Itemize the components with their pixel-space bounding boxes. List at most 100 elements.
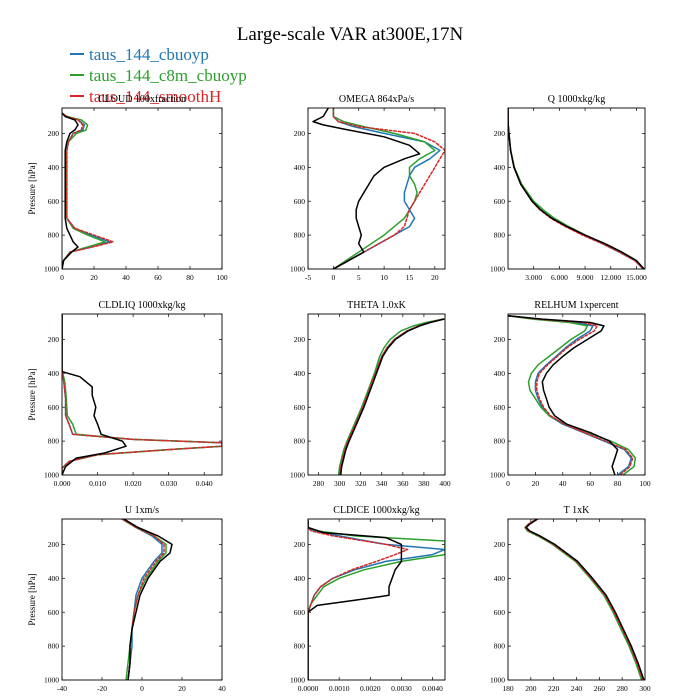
x-tick-label: 380: [418, 479, 430, 488]
x-tick-label: 0.010: [89, 479, 106, 488]
y-tick-label: 800: [494, 231, 506, 240]
x-tick-label: 0: [140, 684, 144, 693]
y-axis-label: Pressure [hPa]: [27, 368, 37, 420]
x-tick-label: -40: [57, 684, 67, 693]
x-tick-label: 300: [334, 479, 346, 488]
y-tick-label: 800: [494, 437, 506, 446]
x-tick-label: 15: [406, 273, 414, 282]
y-tick-label: 800: [48, 437, 60, 446]
series-line-3: [123, 519, 173, 680]
y-tick-label: 800: [294, 437, 306, 446]
y-tick-label: 1000: [490, 265, 505, 274]
x-tick-label: 10: [380, 273, 388, 282]
y-tick-label: 400: [48, 369, 60, 378]
panel-frame: [61, 518, 223, 681]
x-tick-label: 5: [357, 273, 361, 282]
x-tick-label: 40: [122, 273, 130, 282]
y-tick-label: 600: [48, 608, 60, 617]
y-tick-label: 800: [48, 231, 60, 240]
series-line-0: [508, 108, 645, 269]
panel-frame: [507, 313, 646, 476]
series-line-2: [508, 108, 645, 269]
x-tick-label: 360: [397, 479, 409, 488]
x-tick-label: 0: [60, 273, 64, 282]
y-tick-label: 200: [294, 335, 306, 344]
x-tick-label: 9.000: [577, 273, 594, 282]
x-tick-label: 0.020: [125, 479, 142, 488]
y-tick-label: 400: [294, 574, 306, 583]
y-tick-label: 800: [294, 642, 306, 651]
panel-frame: [61, 313, 223, 476]
y-tick-label: 800: [294, 231, 306, 240]
series-line-1: [337, 318, 444, 475]
y-axis-label: Pressure [hPa]: [27, 573, 37, 625]
legend-label-1: taus_144_c8m_cbuoyp: [89, 66, 247, 85]
panel-2: Q 1000xkg/kg 200 400 600 800 1000 3.000 6.000 9.…: [490, 94, 647, 282]
panel-frame: [307, 518, 446, 681]
y-tick-label: 600: [294, 608, 306, 617]
series-line-1: [62, 314, 222, 475]
panel-0: CLOUD 100xfraction Pressure [hPa] 200 40 0 60…: [27, 94, 228, 282]
series-line-3: [508, 314, 619, 475]
legend-label-2: taus_144_smoothH: [89, 87, 221, 106]
series-line-2: [508, 314, 634, 475]
series-line-1: [308, 519, 445, 680]
y-tick-label: 600: [294, 403, 306, 412]
legend: taus_144_cbuoyp taus_144_c8m_cbuoyp taus…: [70, 45, 247, 106]
x-tick-label: 240: [571, 684, 583, 693]
x-tick-label: 200: [525, 684, 537, 693]
series-line-3: [312, 108, 421, 269]
x-tick-label: 0.0030: [391, 684, 412, 693]
legend-label-0: taus_144_cbuoyp: [89, 45, 209, 64]
panel-frame: [307, 313, 446, 476]
x-tick-label: 400: [439, 479, 451, 488]
x-tick-label: 0.0000: [298, 684, 319, 693]
y-axis-label: Pressure [hPa]: [27, 162, 37, 214]
x-tick-label: 20: [90, 273, 98, 282]
panel-4: THETA 1.0xK 200 400 600 800 1000 280 300 320 340 3…: [290, 300, 451, 488]
series-line-2: [62, 112, 114, 269]
series-line-1: [524, 519, 643, 680]
panel-frame: [507, 107, 646, 270]
x-tick-label: 0.040: [196, 479, 213, 488]
x-tick-label: 180: [502, 684, 514, 693]
x-tick-label: -20: [97, 684, 107, 693]
panel-title: OMEGA 864xPa/s: [339, 94, 414, 105]
panel-title: CLDLIQ 1000xkg/kg: [99, 300, 186, 311]
series-line-0: [308, 519, 445, 680]
y-tick-label: 200: [48, 129, 60, 138]
y-tick-label: 1000: [290, 471, 305, 480]
series-line-1: [508, 314, 637, 475]
y-tick-label: 400: [494, 163, 506, 172]
panel-frame: [507, 518, 646, 681]
x-tick-label: 260: [594, 684, 606, 693]
x-tick-label: 220: [548, 684, 560, 693]
x-tick-label: 3.000: [525, 273, 542, 282]
panel-title: T 1xK: [564, 505, 590, 516]
y-tick-label: 400: [494, 574, 506, 583]
y-tick-label: 200: [494, 129, 506, 138]
panel-3: CLDLIQ 1000xkg/kg Pressure [hPa] 200 400 600…: [27, 300, 223, 488]
x-tick-label: 20: [532, 479, 540, 488]
series-line-2: [524, 519, 644, 680]
y-tick-label: 1000: [290, 265, 305, 274]
panel-title: CLOUD 100xfraction: [98, 94, 186, 105]
x-tick-label: 0.0010: [329, 684, 350, 693]
series-line-3: [508, 108, 645, 269]
y-tick-label: 400: [48, 574, 60, 583]
x-tick-label: 300: [639, 684, 651, 693]
y-tick-label: 1000: [490, 471, 505, 480]
series-line-3: [339, 318, 445, 475]
x-tick-label: 60: [154, 273, 162, 282]
figure-title: Large-scale VAR at300E,17N: [237, 24, 464, 45]
y-tick-label: 1000: [490, 676, 505, 685]
panel-frame: [307, 107, 446, 270]
y-tick-label: 200: [494, 335, 506, 344]
y-tick-label: 400: [294, 163, 306, 172]
y-tick-label: 600: [494, 608, 506, 617]
x-tick-label: 15.000: [626, 273, 647, 282]
